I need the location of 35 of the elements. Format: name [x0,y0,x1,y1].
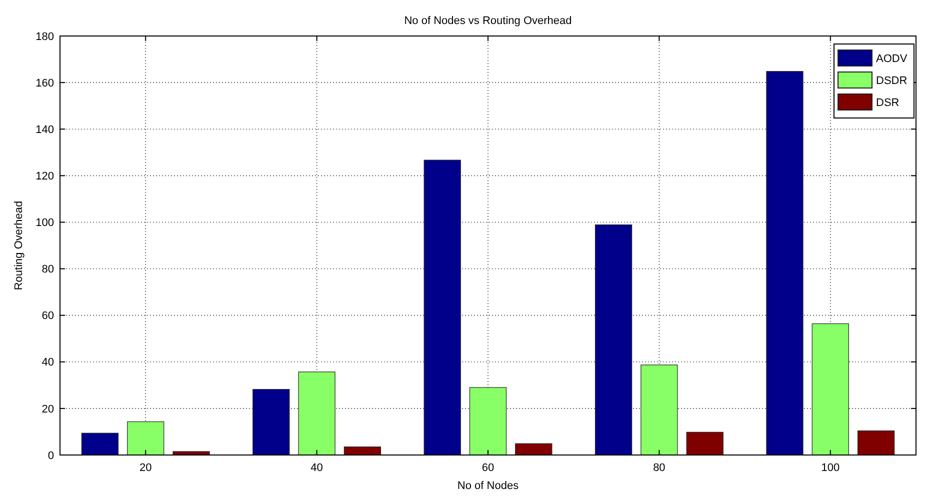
bar [252,389,290,456]
bar [812,323,849,456]
y-tick-label: 100 [36,217,54,230]
bar [127,421,164,456]
bar [469,387,507,456]
bar [640,364,678,456]
bar [515,443,552,456]
x-tick-label: 100 [821,462,840,474]
y-tick-label: 0 [48,450,54,462]
x-tick-label: 80 [653,462,666,474]
chart-title: No of Nodes vs Routing Overhead [404,15,572,27]
bar [298,372,336,456]
y-tick-label: 20 [42,403,54,416]
bar [424,160,461,456]
y-tick-label: 80 [42,264,54,276]
y-tick-label: 40 [42,356,54,369]
y-tick-label: 60 [42,310,54,322]
bar [81,432,119,456]
legend-label: DSR [876,97,900,109]
bar [686,432,724,456]
bar [594,224,632,456]
bar [766,71,804,456]
y-axis-title: Routing Overhead [13,200,25,290]
y-tick-label: 180 [36,30,54,43]
x-tick-label: 60 [482,462,494,474]
x-axis-title: No of Nodes [457,480,520,492]
bar [344,446,382,456]
x-tick-label: 20 [139,462,152,474]
y-tick-label: 160 [36,77,54,90]
bar [857,430,895,456]
y-tick-label: 120 [36,170,54,183]
y-tick-label: 140 [36,124,54,136]
legend-label: DSDR [876,75,908,87]
x-tick-label: 40 [310,462,323,474]
legend-label: AODV [876,53,908,65]
